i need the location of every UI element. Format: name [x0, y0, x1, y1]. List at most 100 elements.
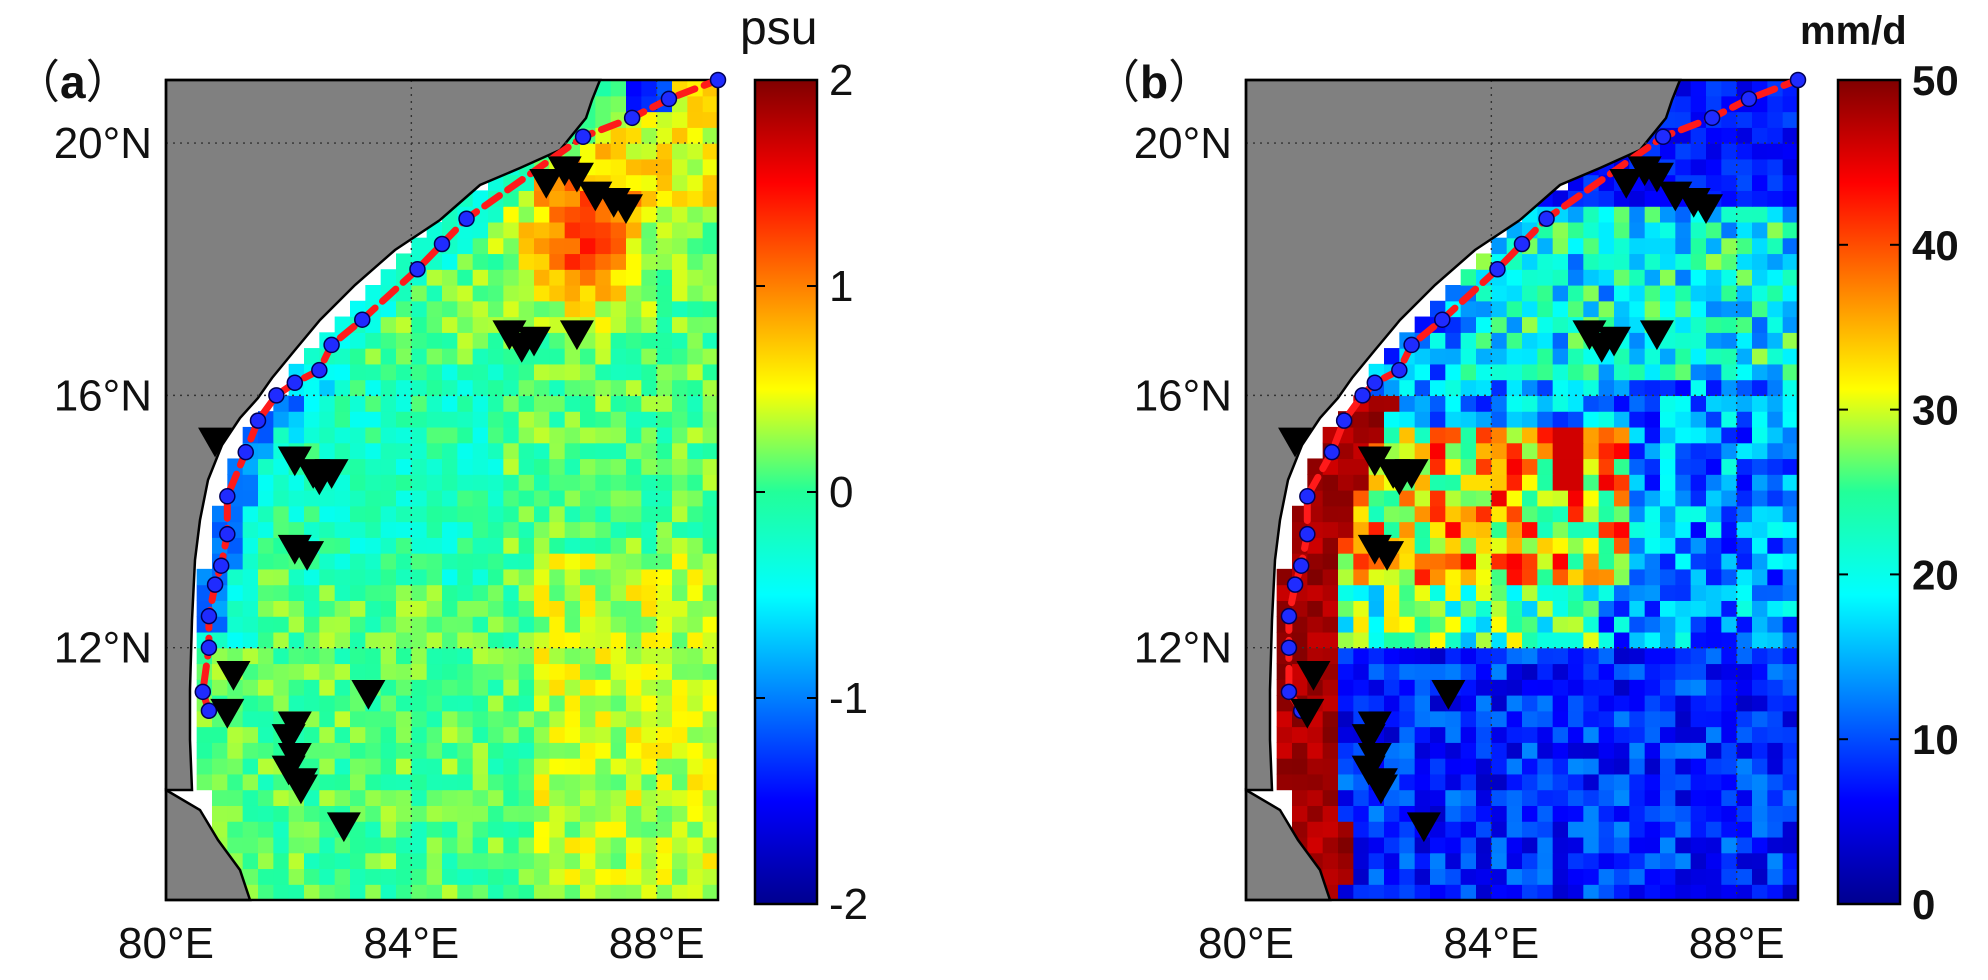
- heat-cell: [503, 679, 520, 696]
- heat-cell: [1460, 505, 1477, 523]
- heat-cell: [1322, 789, 1339, 806]
- heat-cell: [1767, 285, 1784, 302]
- heat-cell: [1491, 395, 1508, 412]
- heat-cell: [1614, 505, 1630, 523]
- heat-cell: [1384, 395, 1400, 412]
- heat-cell: [1598, 363, 1615, 381]
- heat-cell: [1721, 458, 1738, 475]
- heat-cell: [1706, 285, 1722, 302]
- heat-cell: [1476, 537, 1492, 554]
- heat-cell: [350, 474, 366, 491]
- heat-cell: [1338, 553, 1354, 570]
- heat-cell: [273, 584, 290, 601]
- heat-cell: [641, 206, 658, 223]
- heat-cell: [1506, 568, 1523, 586]
- heat-cell: [442, 836, 458, 854]
- heat-cell: [1767, 852, 1784, 870]
- heat-cell: [1522, 726, 1538, 743]
- heat-cell: [350, 411, 366, 428]
- heat-cell: [442, 884, 458, 901]
- heat-cell: [1353, 553, 1370, 570]
- heat-cell: [334, 868, 351, 885]
- heat-cell: [1476, 884, 1492, 901]
- heat-cell: [641, 773, 658, 791]
- heat-cell: [396, 426, 412, 444]
- heat-cell: [365, 348, 382, 365]
- heat-cell: [1675, 221, 1692, 239]
- heat-cell: [1690, 647, 1707, 665]
- station-marker: [1597, 326, 1631, 357]
- heat-cell: [595, 789, 612, 806]
- heat-cell: [702, 332, 719, 349]
- heat-cell: [564, 474, 581, 491]
- heat-cell: [534, 852, 550, 870]
- heat-cell: [411, 710, 428, 728]
- heat-cell: [1706, 174, 1722, 191]
- heat-cell: [580, 679, 596, 696]
- heat-cell: [1583, 300, 1600, 318]
- heat-cell: [319, 521, 336, 538]
- heat-cell: [580, 600, 596, 617]
- heat-cell: [1430, 836, 1446, 854]
- heat-cell: [564, 647, 581, 665]
- heat-cell: [1598, 726, 1615, 743]
- heat-cell: [426, 332, 443, 349]
- heat-cell: [564, 726, 581, 743]
- heat-cell: [1721, 884, 1738, 901]
- heat-cell: [1660, 679, 1676, 696]
- heat-cell: [1583, 537, 1600, 554]
- heat-cell: [350, 395, 366, 412]
- colorbar-b: [1836, 78, 1902, 906]
- heat-cell: [350, 426, 366, 444]
- heat-cell: [702, 490, 719, 507]
- heat-cell: [411, 742, 428, 759]
- heat-cell: [626, 600, 642, 617]
- heat-cell: [426, 710, 443, 728]
- heat-cell: [1767, 95, 1784, 113]
- heat-cell: [426, 474, 443, 491]
- x-tick-label: 80°E: [1198, 919, 1294, 968]
- heat-cell: [1675, 332, 1692, 349]
- heat-cell: [334, 553, 351, 570]
- heat-cell: [1322, 490, 1339, 507]
- heat-cell: [319, 553, 336, 570]
- heat-cell: [672, 553, 688, 570]
- heat-cell: [319, 852, 336, 870]
- heat-cell: [288, 805, 305, 822]
- heat-cell: [304, 789, 320, 806]
- heat-cell: [1752, 584, 1768, 601]
- heat-cell: [672, 316, 688, 333]
- heat-cell: [442, 773, 458, 791]
- heat-cell: [1430, 600, 1446, 617]
- heat-cell: [411, 584, 428, 601]
- heat-cell: [1506, 537, 1523, 554]
- heat-cell: [1322, 537, 1339, 554]
- heat-cell: [687, 332, 704, 349]
- heat-cell: [1522, 821, 1538, 838]
- heat-cell: [1445, 742, 1462, 759]
- heat-cell: [1430, 458, 1446, 475]
- heat-cell: [457, 537, 474, 554]
- heat-cell: [1399, 395, 1416, 412]
- heat-cell: [626, 884, 642, 901]
- heat-cell: [1292, 789, 1308, 806]
- heat-cell: [1430, 584, 1446, 601]
- heat-cell: [1721, 836, 1738, 854]
- heat-cell: [1767, 411, 1784, 428]
- heat-cell: [1568, 726, 1584, 743]
- heat-cell: [1537, 773, 1554, 791]
- track-point: [1489, 260, 1506, 278]
- heat-cell: [227, 584, 244, 601]
- heat-cell: [564, 363, 581, 381]
- heat-cell: [549, 206, 566, 223]
- heat-cell: [1445, 710, 1462, 728]
- heat-cell: [365, 568, 382, 586]
- track-b: [1280, 71, 1807, 720]
- heat-cell: [1338, 679, 1354, 696]
- heat-cell: [1752, 111, 1768, 128]
- heat-cell: [702, 679, 719, 696]
- heat-cell: [1706, 742, 1722, 759]
- heat-cell: [1445, 789, 1462, 806]
- heat-cell: [564, 773, 581, 791]
- heat-cell: [1491, 458, 1508, 475]
